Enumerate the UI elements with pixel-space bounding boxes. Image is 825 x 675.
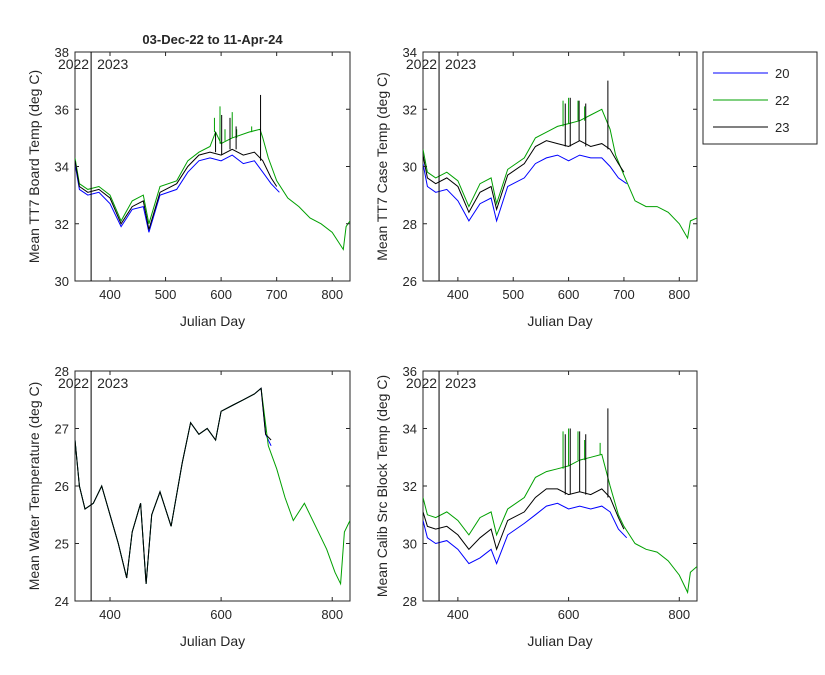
y-axis-label: Mean Calib Src Block Temp (deg C): [374, 375, 390, 597]
y-tick-label: 34: [403, 422, 417, 437]
series-line-22: [423, 453, 697, 595]
year-label-2023: 2023: [445, 56, 476, 72]
series-line-20: [75, 154, 280, 233]
y-tick-label: 32: [403, 479, 417, 494]
series-line-23: [423, 140, 625, 214]
series-line-23: [423, 488, 625, 551]
series-line-20: [423, 502, 628, 565]
legend-label: 23: [775, 120, 789, 135]
y-tick-label: 26: [55, 479, 69, 494]
plot-area: [74, 51, 351, 282]
year-label-2022: 2022: [58, 375, 89, 391]
series-group: [75, 387, 350, 586]
plot-area: [74, 370, 351, 602]
year-label-2023: 2023: [445, 375, 476, 391]
x-tick-label: 800: [668, 607, 690, 622]
y-tick-label: 36: [403, 364, 417, 379]
x-axis-label: Julian Day: [527, 313, 592, 329]
subplot-2: 2022 2023 400 500 600 700 800 26 28 30 32 34 Julian …: [374, 45, 698, 329]
y-tick-label: 28: [55, 364, 69, 379]
series-line-22: [75, 128, 350, 251]
x-tick-label: 400: [99, 607, 121, 622]
x-tick-label: 500: [502, 287, 524, 302]
y-tick-label: 36: [55, 102, 69, 117]
y-tick-label: 34: [403, 45, 417, 60]
x-tick-label: 500: [155, 287, 177, 302]
x-tick-label: 700: [613, 287, 635, 302]
series-line-23: [75, 148, 278, 230]
series-line-23: [75, 387, 272, 584]
plot-area: [422, 370, 698, 602]
x-tick-label: 600: [558, 607, 580, 622]
x-axis-label: Julian Day: [180, 633, 245, 649]
y-axis-label: Mean Water Temperature (deg C): [26, 382, 42, 591]
chart-title: 03-Dec-22 to 11-Apr-24: [142, 32, 283, 47]
year-label-2022: 2022: [58, 56, 89, 72]
x-tick-label: 800: [321, 287, 343, 302]
year-label-2022: 2022: [406, 375, 437, 391]
series-group: [75, 94, 350, 251]
y-tick-label: 28: [403, 217, 417, 232]
legend-entry-23: 23: [713, 120, 789, 135]
x-tick-label: 400: [99, 287, 121, 302]
y-tick-label: 28: [403, 594, 417, 609]
subplot-4: 2022 2023 400 600 800 28 30 32 34 36 Julian Day Mea…: [374, 364, 698, 649]
x-tick-label: 600: [558, 287, 580, 302]
legend-label: 20: [775, 66, 789, 81]
subplot-3: 2022 2023 400 600 800 24 25 26 27 28 Julian Day Mea…: [26, 364, 351, 649]
legend-label: 22: [775, 93, 789, 108]
plot-area: [422, 51, 698, 282]
y-tick-label: 32: [55, 217, 69, 232]
y-tick-label: 30: [403, 537, 417, 552]
x-tick-label: 400: [447, 287, 469, 302]
subplot-1: 2022 2023 400 500 600 700 800 30 32 34 36 38 Julian …: [26, 32, 351, 329]
year-label-2023: 2023: [97, 375, 128, 391]
year-label-2023: 2023: [97, 56, 128, 72]
y-tick-label: 26: [403, 274, 417, 289]
y-tick-label: 32: [403, 102, 417, 117]
x-tick-label: 800: [668, 287, 690, 302]
legend-entry-20: 20: [713, 66, 789, 81]
legend-box: [702, 51, 818, 145]
y-tick-label: 24: [55, 594, 69, 609]
x-axis-label: Julian Day: [527, 633, 592, 649]
y-tick-label: 27: [55, 422, 69, 437]
x-tick-label: 700: [266, 287, 288, 302]
y-tick-label: 25: [55, 537, 69, 552]
series-group: [423, 408, 697, 595]
subplot-grid: 2022 2023 400 500 600 700 800 30 32 34 36 38 Julian …: [26, 32, 698, 649]
y-axis-label: Mean TT7 Case Temp (deg C): [374, 72, 390, 261]
legend-entry-22: 22: [713, 93, 789, 108]
y-axis-label: Mean TT7 Board Temp (deg C): [26, 70, 42, 263]
y-tick-label: 34: [55, 160, 69, 175]
x-tick-label: 400: [447, 607, 469, 622]
y-tick-label: 30: [403, 160, 417, 175]
series-group: [423, 80, 697, 240]
year-label-2022: 2022: [406, 56, 437, 72]
legend: 20 22 23: [702, 51, 818, 145]
x-tick-label: 600: [210, 607, 232, 622]
series-line-22: [423, 108, 697, 240]
x-tick-label: 600: [210, 287, 232, 302]
series-line-20: [423, 154, 627, 223]
x-tick-label: 800: [321, 607, 343, 622]
y-tick-label: 38: [55, 45, 69, 60]
x-axis-label: Julian Day: [180, 313, 245, 329]
y-tick-label: 30: [55, 274, 69, 289]
